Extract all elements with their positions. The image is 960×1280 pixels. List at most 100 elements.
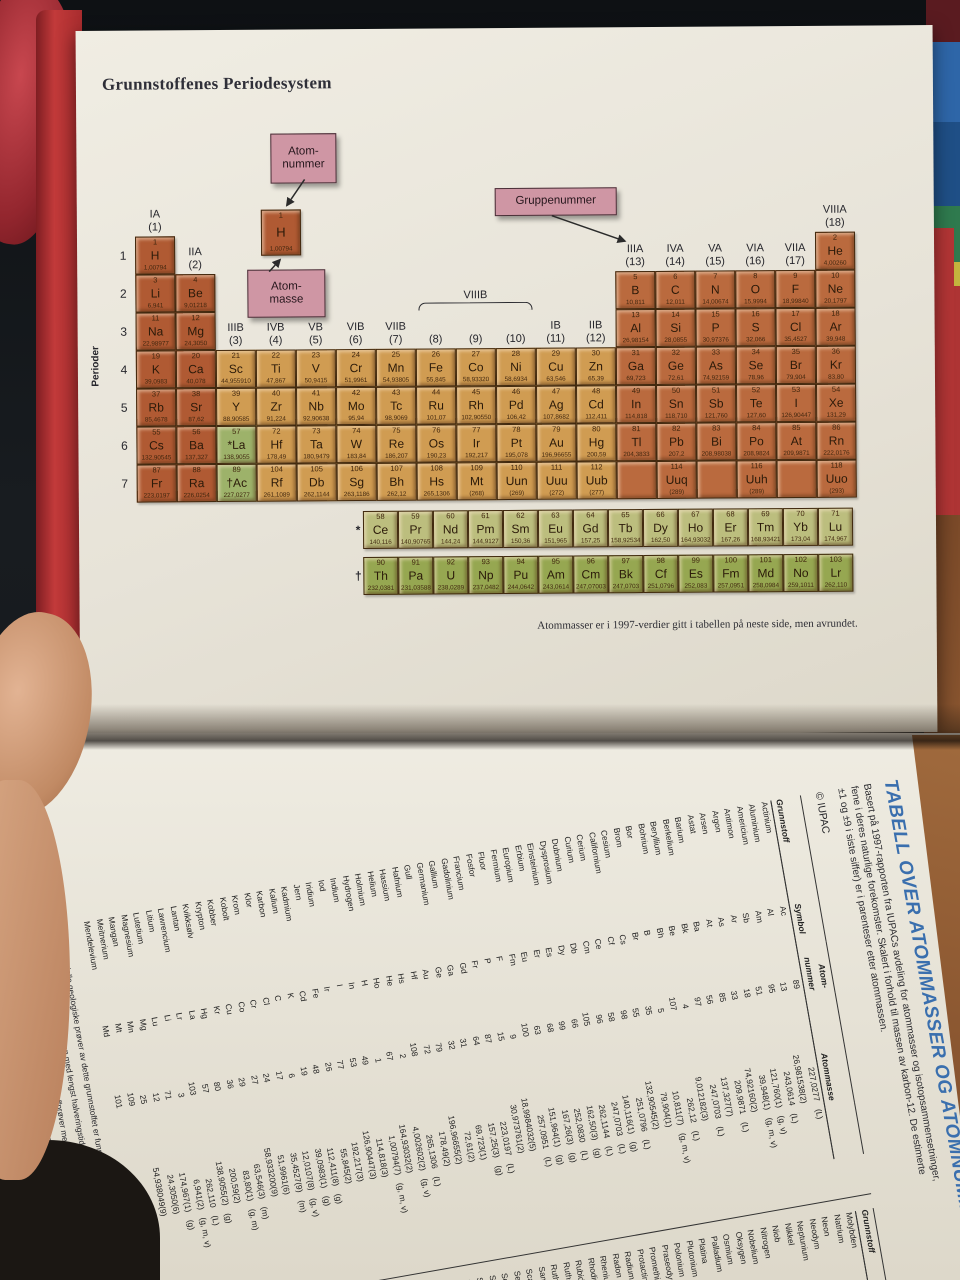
cell-element: Klor [242,892,255,909]
element-atomic-number: 97 [621,556,630,566]
cell-atomic-mass: 72,61(2) [462,1130,478,1163]
element-cell: 110 Uun (269) [496,461,537,501]
element-atomic-mass: 65,39 [588,375,604,383]
lanthanide-cells: 58 Ce 140,116 59 Pr 140,90765 60 Nd 144,24 61 Pm 14… [362,507,854,550]
header-symbol: Symbol [789,899,827,947]
cell-atomic-number: 100 [519,1022,532,1038]
cell-atomic-mass: 114,818(3) [374,1137,392,1178]
element-atomic-number: 34 [751,347,761,357]
cell-atomic-number: 77 [335,1059,347,1071]
table-row: Beryllium Be 4 9,012182(3) [647,820,723,1181]
group-label: VB (5) [296,311,336,349]
cell-atomic-mass: 26,981538(2) [791,1053,810,1105]
element-cell: 22 Ti 47,867 [255,349,297,388]
element-atomic-number: 110 [510,462,523,472]
element-atomic-number: 2 [832,232,838,242]
group-label-name: VB [308,321,324,334]
table-row: Cerium Ce 58 140,116(1) (g) [573,833,649,1194]
group-label-number: (4) [268,334,283,347]
table-row: Jern Fe 26 55,845(2) [290,883,366,1244]
cell-symbol: He [383,974,396,987]
cell-atomic-number: 13 [778,981,791,992]
table-row: Antimon Sb 51 121,760(1) (g, v) [721,807,797,1168]
cell-atomic-mass: 157,25(3) [486,1121,503,1159]
cell-atomic-number: 2 [397,1052,409,1060]
element-symbol: Rh [468,398,484,413]
element-atomic-mass: 22,98977 [142,340,169,348]
element-atomic-number: 103 [829,554,843,564]
element-symbol: Tl [631,435,642,450]
element-atomic-number: 71 [831,508,840,518]
element-cell: 13 Al 26,98154 [615,308,656,348]
atomic-mass-table: Grunnstoff Symbol Atom- nummer Atommasse… [81,795,864,1280]
group-label: (9) [456,310,496,348]
element-cell: 42 Mo 95,94 [336,386,377,426]
table-row: Kadmium Cd 48 112,411(8) (g) [278,885,354,1246]
cell-atomic-number: 48 [310,1063,323,1075]
cell-symbol: Fe [310,987,322,1000]
cell-atomic-number: 24 [261,1072,273,1084]
table-row: PalladiumPd [708,1235,748,1280]
cell-note [234,1210,255,1263]
cell-symbol: Cf [605,935,617,946]
element-cell: 97 Bk 247,0703 [608,555,644,594]
element-atomic-mass: 178,49 [266,453,287,461]
cell-symbol: Am [753,909,766,924]
cell-atomic-number: 25 [138,1093,150,1105]
intro-line: Basert på 1997-rapporten fra IUPACs avde… [860,782,942,1182]
element-cell: 109 Mt (268) [456,462,497,501]
element-cell: 49 In 114,818 [616,384,657,424]
element-atomic-mass: 106,42 [506,413,526,422]
element-cell: 38 Sr 87,62 [176,388,217,427]
cell-element: Hassium [377,868,394,902]
cell-note [381,1184,402,1237]
cell-element: Seaborgium [511,1270,543,1280]
cell-element: Antimon [722,807,738,840]
element-atomic-mass: 1,00794 [143,264,167,272]
element-cell: 11 Na 22,98977 [135,312,176,351]
cell-element: Niob [770,1224,784,1243]
element-atomic-mass: 144,9127 [472,538,499,546]
element-symbol: Uuq [665,472,688,487]
cell-atomic-number: 19 [298,1065,310,1077]
cell-atomic-mass: 6,941(2) [191,1178,207,1211]
cell-atomic-mass: 252,0830 [572,1107,589,1144]
group-label-number: (5) [308,333,323,347]
cell-symbol: F [494,955,506,962]
cell-element: Californium [587,831,605,875]
element-cell: 64 Gd 157,25 [572,509,609,548]
element-atomic-mass: 231,03588 [401,584,431,592]
cell-element: Rubidium [573,1259,590,1280]
element-symbol: Kr [829,357,842,372]
element-atomic-mass: 174,967 [824,535,848,543]
cell-element: Fermium [488,848,505,883]
element-symbol: Ga [627,359,644,374]
element-atomic-mass: 247,07003 [576,583,606,591]
element-atomic-mass: 209,9871 [783,449,810,458]
cell-symbol: B [642,929,654,937]
element-atomic-mass: 238,0289 [437,584,465,592]
element-symbol: Nd [442,522,459,537]
cell-element: Polonium [672,1241,689,1278]
element-atomic-mass: 28,0855 [664,336,688,344]
element-cell: 6 C 12,011 [655,270,696,309]
cell-element: Fluor [476,850,490,872]
element-cell: 84 Po 208,9824 [736,422,777,461]
cell-atomic-mass: 39,948(1) [756,1073,773,1111]
cell-symbol: Co [236,1000,248,1013]
element-symbol: Lu [828,519,843,534]
element-atomic-mass: 208,9824 [743,450,770,458]
cell-atomic-number: 64 [470,1035,483,1047]
cell-note: (g) [567,1151,580,1164]
f-block: * 58 Ce 140,116 59 Pr 140,90765 60 Nd 144,24 61 Pm… [113,507,858,605]
table-row: Karbon C 6 12,0107(8) (g, v) [253,890,329,1251]
cell-element: Lantan [168,905,183,932]
table-row: RheniumRe [597,1255,637,1280]
cell-element: Protactinium [635,1248,654,1280]
element-cell: 70 Yb 173,04 [782,507,819,547]
cell-element: Neodym [807,1217,823,1251]
group-label-name: IVA [666,243,684,256]
cell-atomic-mass: 69,723(1) [473,1123,490,1161]
element-symbol: U [446,568,456,583]
element-cell: 60 Nd 144,24 [432,510,469,549]
